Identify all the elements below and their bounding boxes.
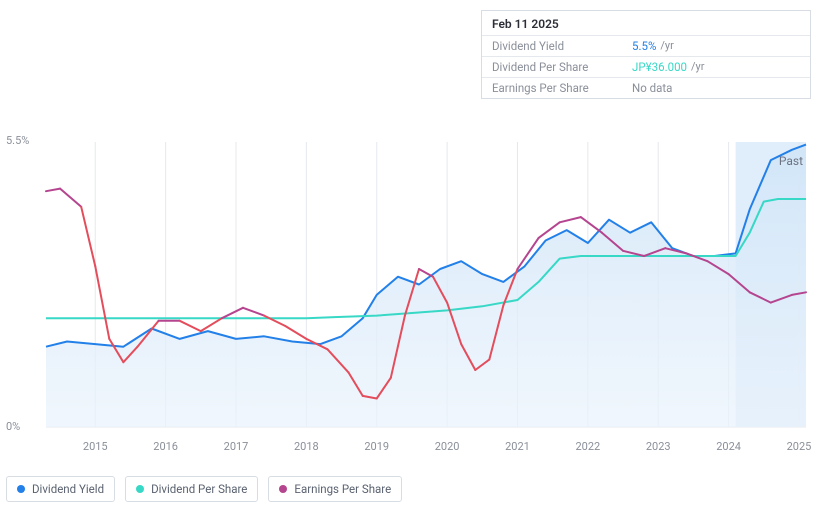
chart-svg <box>4 130 814 460</box>
x-tick: 2019 <box>364 440 389 453</box>
legend-dot-icon <box>136 485 144 493</box>
legend-dot-icon <box>279 485 287 493</box>
dividend-chart[interactable] <box>4 130 814 460</box>
legend-label: Dividend Yield <box>32 482 104 496</box>
tooltip-row-dividend-per-share: Dividend Per Share JP¥36.000 /yr <box>482 56 810 77</box>
tooltip-label: Dividend Per Share <box>492 60 632 74</box>
x-tick: 2016 <box>153 440 178 453</box>
x-tick: 2017 <box>224 440 249 453</box>
legend-label: Dividend Per Share <box>151 482 247 496</box>
tooltip-date: Feb 11 2025 <box>482 11 810 35</box>
x-tick: 2021 <box>505 440 530 453</box>
x-tick: 2015 <box>83 440 108 453</box>
x-tick: 2024 <box>716 440 741 453</box>
tooltip-unit: /yr <box>660 39 673 53</box>
x-tick: 2018 <box>294 440 319 453</box>
x-tick: 2022 <box>575 440 600 453</box>
chart-legend: Dividend Yield Dividend Per Share Earnin… <box>6 476 402 502</box>
legend-earnings-per-share[interactable]: Earnings Per Share <box>268 476 402 502</box>
tooltip-row-dividend-yield: Dividend Yield 5.5% /yr <box>482 35 810 56</box>
legend-label: Earnings Per Share <box>294 482 391 496</box>
x-tick: 2020 <box>435 440 460 453</box>
tooltip-value: JP¥36.000 <box>632 60 687 74</box>
legend-dividend-yield[interactable]: Dividend Yield <box>6 476 115 502</box>
x-tick: 2023 <box>646 440 671 453</box>
x-tick: 2025 <box>787 440 812 453</box>
tooltip-unit: /yr <box>691 60 704 74</box>
legend-dot-icon <box>17 485 25 493</box>
tooltip-panel: Feb 11 2025 Dividend Yield 5.5% /yr Divi… <box>481 10 811 99</box>
past-label: Past <box>779 154 803 168</box>
legend-dividend-per-share[interactable]: Dividend Per Share <box>125 476 258 502</box>
tooltip-value: No data <box>632 81 672 95</box>
tooltip-label: Dividend Yield <box>492 39 632 53</box>
tooltip-label: Earnings Per Share <box>492 81 632 95</box>
tooltip-value: 5.5% <box>632 39 656 53</box>
tooltip-row-earnings-per-share: Earnings Per Share No data <box>482 77 810 98</box>
